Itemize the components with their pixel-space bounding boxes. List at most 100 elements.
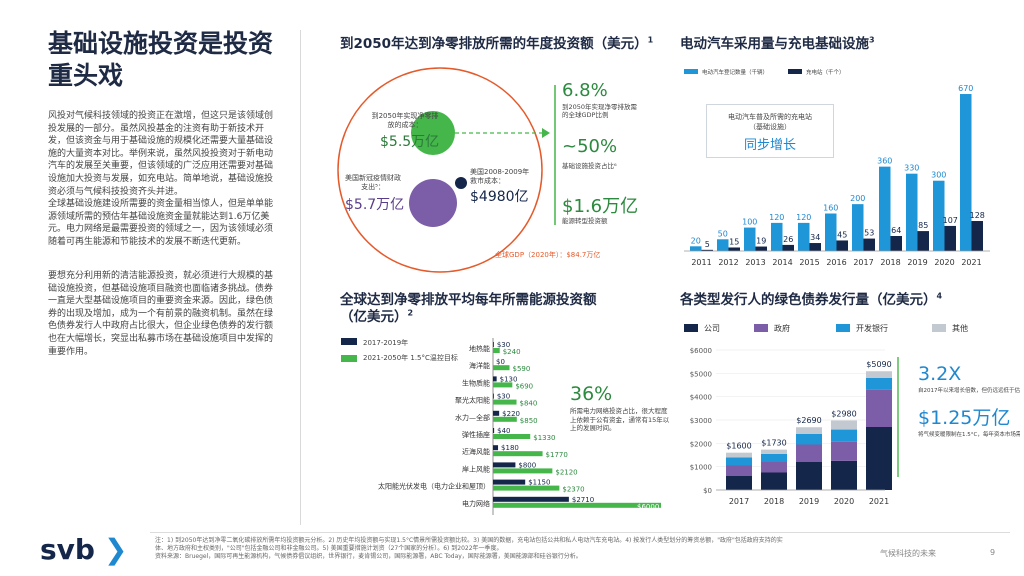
navy-label: 美国2008-2009年救市成本： — [470, 168, 530, 185]
energy-data-label: $840 — [520, 400, 538, 408]
arrow-head — [542, 128, 550, 138]
ev-annotation-line2: （基础设施） — [749, 123, 791, 131]
ev-bar-电动汽车登记数量（千辆） — [960, 94, 972, 252]
energy-bar-2017-2019年 — [493, 376, 497, 382]
ev-data-label: 45 — [837, 230, 847, 239]
energy-data-label: $0 — [496, 358, 505, 366]
ev-data-label: 85 — [918, 221, 928, 230]
navy-value: $4980亿 — [470, 189, 529, 205]
ev-legend-label-2: 充电站（千个） — [806, 68, 845, 76]
energy-data-label: $850 — [520, 417, 538, 425]
footer-divider — [150, 532, 1010, 533]
ev-data-label: 15 — [729, 237, 739, 246]
ev-bar-电动汽车登记数量（千辆） — [906, 173, 918, 251]
energy-bar-2021-2050年 1.5°C温控目标 — [493, 451, 543, 457]
ev-tick-label: 2017 — [853, 258, 873, 267]
ev-bar-电动汽车登记数量（千辆） — [879, 166, 891, 251]
energy-data-label: $220 — [502, 410, 520, 418]
energy-data-label: $1330 — [533, 434, 555, 442]
energy-chart-title: 全球达到净零排放平均每年所需能源投资额 — [340, 292, 597, 308]
energy-data-label: $1150 — [528, 479, 550, 487]
ev-tick-label: 2018 — [880, 258, 900, 267]
bonds-y-tick: $1000 — [690, 464, 712, 472]
ev-data-label: 160 — [823, 204, 838, 213]
ev-bar-充电站（千个） — [863, 238, 875, 251]
bonds-callout-text-1: 自2017年以来增长倍数，但仍远远低于估计水平 — [918, 386, 1020, 394]
body-paragraph-2: 全球基础设施建设所需要的资金量相当惊人，但是单单能源领域所需的预估年基础设施资金… — [48, 199, 274, 247]
energy-callout-value: 36% — [570, 383, 613, 405]
bonds-tick-label: 2020 — [834, 497, 854, 506]
energy-data-label: $240 — [503, 348, 521, 356]
ev-bar-电动汽车登记数量（千辆） — [933, 180, 945, 251]
ev-data-label: 200 — [850, 194, 865, 203]
stat-value-3: $1.6万亿 — [562, 196, 639, 217]
energy-bar-2021-2050年 1.5°C温控目标 — [493, 485, 560, 491]
ev-data-label: 360 — [877, 157, 892, 166]
bonds-bar-开发银行 — [761, 453, 787, 462]
ev-bar-充电站（千个） — [755, 246, 767, 251]
bonds-legend-swatch-1 — [684, 324, 698, 332]
energy-bar-2021-2050年 1.5°C温控目标 — [493, 365, 510, 371]
energy-chart-title-line2: （亿美元）2 — [340, 308, 414, 326]
page-title: 基础设施投资是投资重头戏 — [48, 29, 274, 90]
navy-dot — [455, 177, 467, 189]
ev-data-label: 20 — [691, 236, 701, 245]
energy-data-label: $2710 — [572, 496, 594, 504]
bonds-bar-其他 — [831, 420, 857, 430]
bonds-y-tick: $4000 — [690, 394, 712, 402]
green-circle — [411, 111, 455, 155]
ev-data-label: 5 — [705, 240, 710, 249]
energy-bar-2017-2019年 — [493, 393, 494, 399]
energy-legend-label-1: 2017-2019年 — [363, 338, 408, 347]
energy-legend-swatch-2 — [341, 355, 357, 362]
bonds-bar-开发银行 — [866, 378, 892, 390]
energy-data-label: $30 — [497, 341, 510, 349]
ev-bar-电动汽车登记数量（千辆） — [717, 239, 729, 251]
ev-bar-充电站（千个） — [890, 236, 902, 251]
energy-data-label: $800 — [518, 461, 536, 469]
bonds-total-label: $2980 — [831, 409, 856, 418]
ev-chart-title: 电动汽车采用量与充电基础设施3 — [680, 35, 875, 53]
ev-data-label: 120 — [796, 213, 811, 222]
ev-bar-充电站（千个） — [809, 243, 821, 251]
svb-logo: svb — [40, 533, 95, 566]
energy-data-label: $590 — [513, 365, 531, 373]
energy-category-label: 岸上风能 — [462, 464, 490, 473]
bonds-y-tick: $3000 — [690, 417, 712, 425]
bonds-bar-其他 — [726, 452, 752, 458]
energy-legend-swatch-1 — [341, 338, 357, 345]
bonds-callout-value-2: $1.25万亿 — [918, 407, 1010, 429]
energy-bar-2021-2050年 1.5°C温控目标 — [493, 382, 513, 388]
purple-circle — [409, 179, 457, 227]
ev-data-label: 100 — [742, 218, 757, 227]
bonds-legend-label-4: 其他 — [952, 323, 968, 333]
ev-data-label: 19 — [756, 237, 766, 246]
ev-tick-label: 2014 — [772, 258, 792, 267]
bonds-bar-政府 — [796, 444, 822, 462]
bonds-legend-label-1: 公司 — [704, 324, 720, 333]
footer-label: 气候科技的未来 — [880, 549, 936, 558]
ev-data-label: 26 — [783, 235, 793, 244]
energy-callout-text: 所需电力网络投资占比，很大程度上依赖于公有资金，通常有15年以上的发展时间。 — [570, 407, 670, 432]
ev-legend-swatch-1 — [684, 69, 698, 74]
bonds-callout-text-2: 将气候变暖限制在1.5°C，每年资本市场需投入资金 — [918, 430, 1020, 438]
energy-bar-2017-2019年 — [493, 496, 569, 502]
ev-bar-电动汽车登记数量（千辆） — [798, 222, 810, 251]
energy-data-label: $1770 — [546, 451, 568, 459]
energy-data-label: $2370 — [562, 486, 584, 494]
bonds-bar-公司 — [726, 476, 752, 490]
bonds-tick-label: 2019 — [799, 497, 819, 506]
bonds-bar-其他 — [866, 371, 892, 378]
bonds-bar-公司 — [866, 427, 892, 490]
body-paragraph-3: 要想充分利用新的清洁能源投资，就必须进行大规模的基础设施投资，但基础设施项目融资… — [48, 271, 274, 357]
energy-category-label: 电力网络 — [462, 499, 490, 508]
ev-data-label: 53 — [864, 229, 874, 238]
ev-legend-label-1: 电动汽车登记数量（千辆） — [702, 68, 768, 76]
bonds-bar-公司 — [796, 462, 822, 490]
bonds-total-label: $2690 — [796, 416, 821, 425]
energy-category-label: 生物质能 — [462, 378, 490, 387]
gdp-circle — [337, 67, 543, 273]
ev-tick-label: 2013 — [745, 258, 765, 267]
ev-bar-电动汽车登记数量（千辆） — [690, 246, 702, 251]
energy-bar-2017-2019年 — [493, 462, 516, 468]
